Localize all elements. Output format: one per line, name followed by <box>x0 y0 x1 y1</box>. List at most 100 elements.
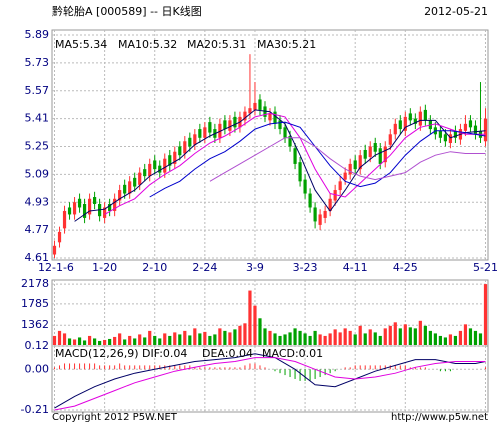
volume-bar <box>303 333 307 345</box>
volume-bar <box>273 333 277 345</box>
candle-body <box>453 130 458 138</box>
candle-body <box>278 120 282 130</box>
volume-bar <box>158 338 162 345</box>
candle-body <box>163 158 167 173</box>
volume-bar <box>268 330 272 345</box>
volume-bar <box>358 325 362 345</box>
y-tick-label: 0.00 <box>25 362 50 375</box>
volume-bar <box>373 332 377 345</box>
y-tick-label: 4.77 <box>25 223 50 236</box>
x-tick-label: 2-24 <box>192 261 217 274</box>
volume-bar <box>62 333 67 345</box>
x-tick-label: 2-10 <box>142 261 167 274</box>
volume-bar <box>318 334 322 345</box>
candle-body <box>398 120 402 130</box>
candle-body <box>263 106 267 117</box>
candle-body <box>153 160 157 170</box>
candle-body <box>253 102 257 110</box>
volume-bar <box>138 334 142 345</box>
volume-bar <box>67 338 72 345</box>
volume-bar <box>413 328 417 345</box>
candle-body <box>92 197 97 204</box>
candle-body <box>348 163 352 175</box>
volume-bar <box>223 330 227 345</box>
candle-body <box>353 160 357 170</box>
footer-url: http://www.p5w.net <box>391 412 488 423</box>
candle-body <box>418 111 422 126</box>
volume-bar <box>178 334 182 345</box>
candle-body <box>148 163 152 177</box>
candle-body <box>438 130 442 138</box>
x-tick-label: 3-9 <box>246 261 264 274</box>
y-tick-label: 5.25 <box>25 140 50 153</box>
volume-bar <box>378 335 382 345</box>
volume-bar <box>72 339 77 345</box>
candle-body <box>408 113 412 121</box>
y-tick-label: 4.93 <box>25 195 50 208</box>
candle-body <box>188 137 192 147</box>
volume-bar <box>443 337 448 345</box>
volume-bar <box>473 330 478 345</box>
volume-bar <box>438 335 442 345</box>
macd-title: MACD(12,26,9) <box>55 347 139 360</box>
legend-label: DEA:0.04 <box>202 347 253 360</box>
candle-body <box>208 122 212 133</box>
ma-line <box>209 137 486 182</box>
y-tick-label: 5.57 <box>25 84 50 97</box>
candle-body <box>108 203 112 211</box>
volume-bar <box>433 333 437 345</box>
volume-bar <box>87 335 92 345</box>
volume-bar <box>203 331 207 345</box>
candle-body <box>363 149 367 159</box>
y-tick-label: 5.09 <box>25 167 50 180</box>
candle-body <box>308 193 312 208</box>
candle-body <box>393 123 397 135</box>
candle-body <box>72 202 77 215</box>
volume-bar <box>313 330 317 345</box>
candle-body <box>333 190 337 201</box>
candle-body <box>243 111 247 121</box>
candle-body <box>123 184 127 194</box>
volume-bar <box>478 333 483 345</box>
legend-label: MA20:5.31 <box>187 38 246 51</box>
candle-body <box>168 155 172 166</box>
candle-body <box>373 143 377 152</box>
volume-bar <box>218 328 222 345</box>
candle-body <box>233 116 237 128</box>
candle-body <box>118 190 122 201</box>
volume-bar <box>328 333 332 345</box>
volume-bar <box>298 330 302 345</box>
volume-bar <box>353 334 357 345</box>
candle-body <box>443 134 448 142</box>
candle-body <box>138 172 142 185</box>
volume-bar <box>153 335 157 345</box>
x-tick-label: 1-20 <box>92 261 117 274</box>
candle-body <box>133 177 137 187</box>
volume-bar <box>458 330 463 345</box>
volume-bar <box>468 328 473 345</box>
volume-bar <box>198 333 202 345</box>
x-tick-label: 4-11 <box>343 261 368 274</box>
candle-body <box>383 146 387 163</box>
volume-bar <box>168 335 172 345</box>
volume-bar <box>283 334 287 345</box>
y-tick-label: 5.41 <box>25 112 50 125</box>
candle-body <box>338 181 342 191</box>
volume-bar <box>92 338 97 345</box>
y-tick-label: 4.61 <box>25 251 50 264</box>
candle-body <box>298 162 302 182</box>
candle-body <box>223 120 227 130</box>
volume-bar <box>188 335 192 345</box>
candle-body <box>473 125 478 135</box>
volume-bar <box>213 334 217 345</box>
chart-title: 黔轮胎A [000589] -- 日K线图 <box>52 4 202 18</box>
candle-body <box>87 198 92 215</box>
candle-body <box>403 116 407 131</box>
volume-bar <box>77 337 82 345</box>
volume-bar <box>388 325 392 345</box>
ma-line <box>74 109 486 222</box>
candle-body <box>378 148 382 164</box>
volume-bar <box>98 340 102 345</box>
candle-body <box>388 134 392 145</box>
candle-body <box>323 210 327 218</box>
